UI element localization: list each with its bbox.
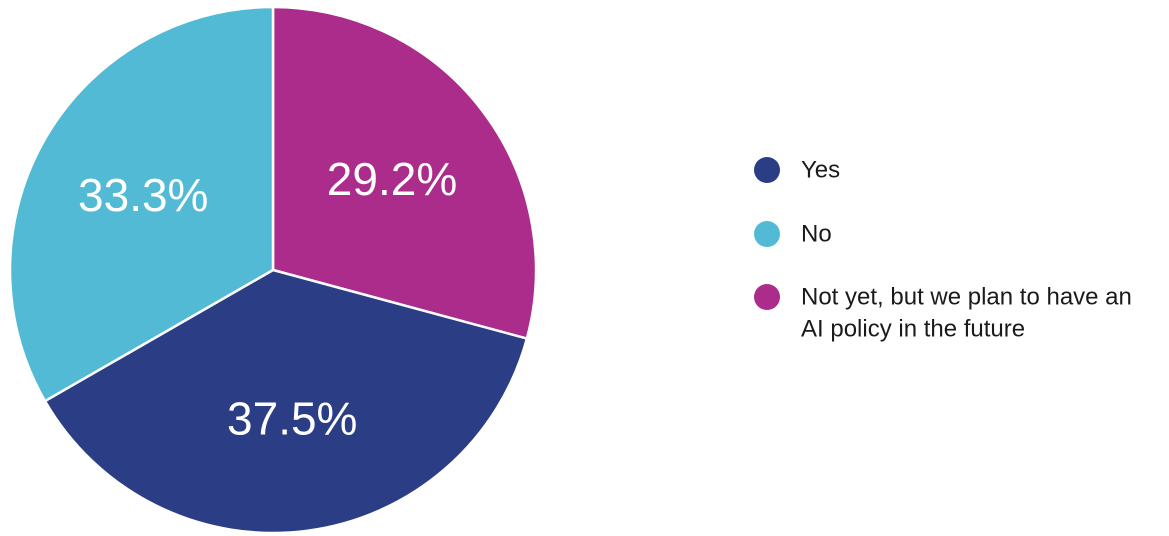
- legend-item: No: [754, 221, 832, 248]
- legend-label: AI policy in the future: [801, 316, 1025, 343]
- legend-marker: [754, 284, 780, 310]
- legend: Yes No Not yet, but we plan to have an AI p…: [754, 157, 1132, 343]
- pie-slice-not-yet-but-we-plan-to-h: [271, 5, 538, 340]
- slice-labels: 29.2% 37.5% 33.3%: [78, 153, 457, 445]
- pie-slices: [8, 5, 538, 535]
- slice-value-label: 37.5%: [227, 393, 357, 445]
- legend-label: Yes: [801, 157, 840, 184]
- slice-value-label: 29.2%: [327, 153, 457, 205]
- pie-slice-yes: [43, 268, 529, 535]
- legend-item: Yes: [754, 157, 840, 184]
- legend-label: Not yet, but we plan to have an: [801, 284, 1132, 311]
- pie-slice-no: [8, 5, 275, 403]
- legend-item: Not yet, but we plan to have an AI policy…: [754, 284, 1132, 343]
- legend-label: No: [801, 221, 832, 248]
- slice-value-label: 33.3%: [78, 169, 208, 221]
- legend-marker: [754, 221, 780, 247]
- legend-marker: [754, 157, 780, 183]
